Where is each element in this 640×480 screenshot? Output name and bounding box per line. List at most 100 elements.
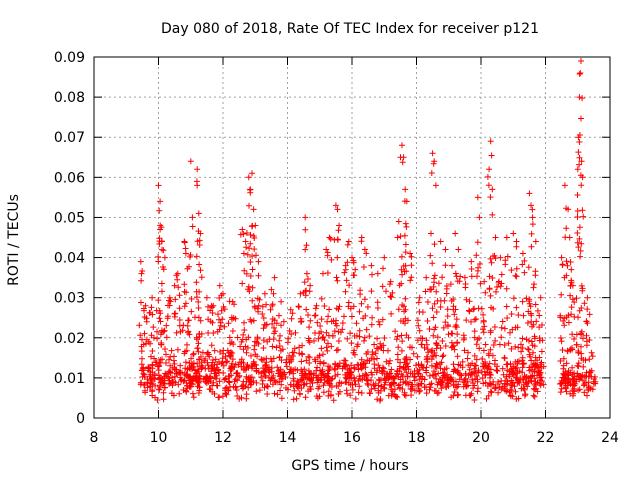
data-point xyxy=(355,362,362,369)
data-point xyxy=(138,299,144,306)
data-point xyxy=(443,285,450,292)
data-point xyxy=(424,346,431,353)
data-point xyxy=(380,265,386,272)
data-point xyxy=(414,367,421,374)
data-point xyxy=(155,253,162,260)
data-point xyxy=(321,337,328,343)
data-point xyxy=(590,380,597,387)
data-point xyxy=(536,337,543,344)
data-point xyxy=(325,377,331,384)
data-point xyxy=(449,262,455,269)
data-point xyxy=(395,218,402,225)
x-tick-label: 24 xyxy=(601,430,619,446)
data-point xyxy=(489,211,496,218)
data-point xyxy=(252,222,259,229)
data-point xyxy=(288,315,295,322)
data-point xyxy=(388,310,395,317)
data-point xyxy=(351,365,358,372)
data-point xyxy=(172,366,179,373)
data-point xyxy=(502,261,509,268)
data-point xyxy=(170,392,177,399)
data-point xyxy=(171,373,178,380)
data-point xyxy=(262,361,269,368)
data-point xyxy=(470,306,477,313)
data-point xyxy=(190,394,197,401)
data-point xyxy=(567,381,574,388)
data-point xyxy=(452,323,459,330)
data-point xyxy=(298,350,305,357)
data-point xyxy=(451,346,458,353)
data-point xyxy=(352,395,359,402)
data-point xyxy=(568,304,575,311)
data-point xyxy=(260,315,267,321)
data-point xyxy=(374,355,380,362)
data-point xyxy=(203,373,210,380)
data-point xyxy=(476,345,483,352)
data-point xyxy=(563,225,570,232)
data-point xyxy=(408,253,415,260)
data-point xyxy=(485,350,492,357)
data-point xyxy=(491,385,498,392)
data-point xyxy=(194,166,201,173)
data-point xyxy=(513,265,520,272)
data-point xyxy=(225,378,232,385)
data-point xyxy=(305,353,312,360)
data-point xyxy=(356,327,363,334)
data-point xyxy=(194,182,201,189)
data-point xyxy=(480,318,487,325)
data-point xyxy=(487,138,494,145)
data-point xyxy=(161,254,168,261)
data-point xyxy=(302,246,309,253)
data-point xyxy=(242,238,249,245)
data-point xyxy=(415,382,422,389)
data-point xyxy=(205,378,212,385)
data-point xyxy=(536,312,543,319)
data-point xyxy=(374,335,381,342)
data-point xyxy=(252,362,259,368)
data-point xyxy=(171,360,178,367)
data-point xyxy=(459,364,466,371)
data-point xyxy=(449,343,456,350)
data-point xyxy=(249,297,256,304)
data-point xyxy=(190,351,197,358)
data-point xyxy=(459,358,466,365)
data-point xyxy=(484,365,491,372)
data-point xyxy=(186,331,193,338)
data-point xyxy=(195,305,202,311)
data-point xyxy=(373,345,380,352)
data-point xyxy=(496,384,503,391)
data-point xyxy=(452,230,459,237)
data-point xyxy=(247,231,254,238)
data-point xyxy=(421,344,428,351)
data-point xyxy=(196,261,203,268)
data-point xyxy=(471,397,478,403)
data-point xyxy=(431,279,438,286)
data-point xyxy=(437,345,444,351)
data-point xyxy=(528,230,535,237)
data-point xyxy=(232,361,239,368)
data-point xyxy=(223,358,230,365)
data-point xyxy=(578,115,584,122)
data-point xyxy=(416,327,423,334)
data-point xyxy=(208,368,215,375)
data-point xyxy=(318,370,325,377)
data-point xyxy=(235,361,242,368)
data-point xyxy=(296,390,303,397)
data-point xyxy=(480,347,487,354)
data-point xyxy=(292,329,299,336)
data-point xyxy=(260,345,267,351)
data-point xyxy=(428,170,435,176)
data-point xyxy=(567,292,574,299)
data-point xyxy=(150,334,157,341)
data-point xyxy=(339,320,346,326)
data-point xyxy=(379,283,386,290)
data-point xyxy=(143,336,150,343)
data-point xyxy=(414,317,421,324)
data-point xyxy=(241,327,248,333)
data-point xyxy=(312,312,319,319)
data-point xyxy=(220,303,227,310)
data-point xyxy=(385,392,392,399)
data-point xyxy=(336,303,343,310)
data-point xyxy=(444,313,451,320)
data-point xyxy=(307,370,314,377)
